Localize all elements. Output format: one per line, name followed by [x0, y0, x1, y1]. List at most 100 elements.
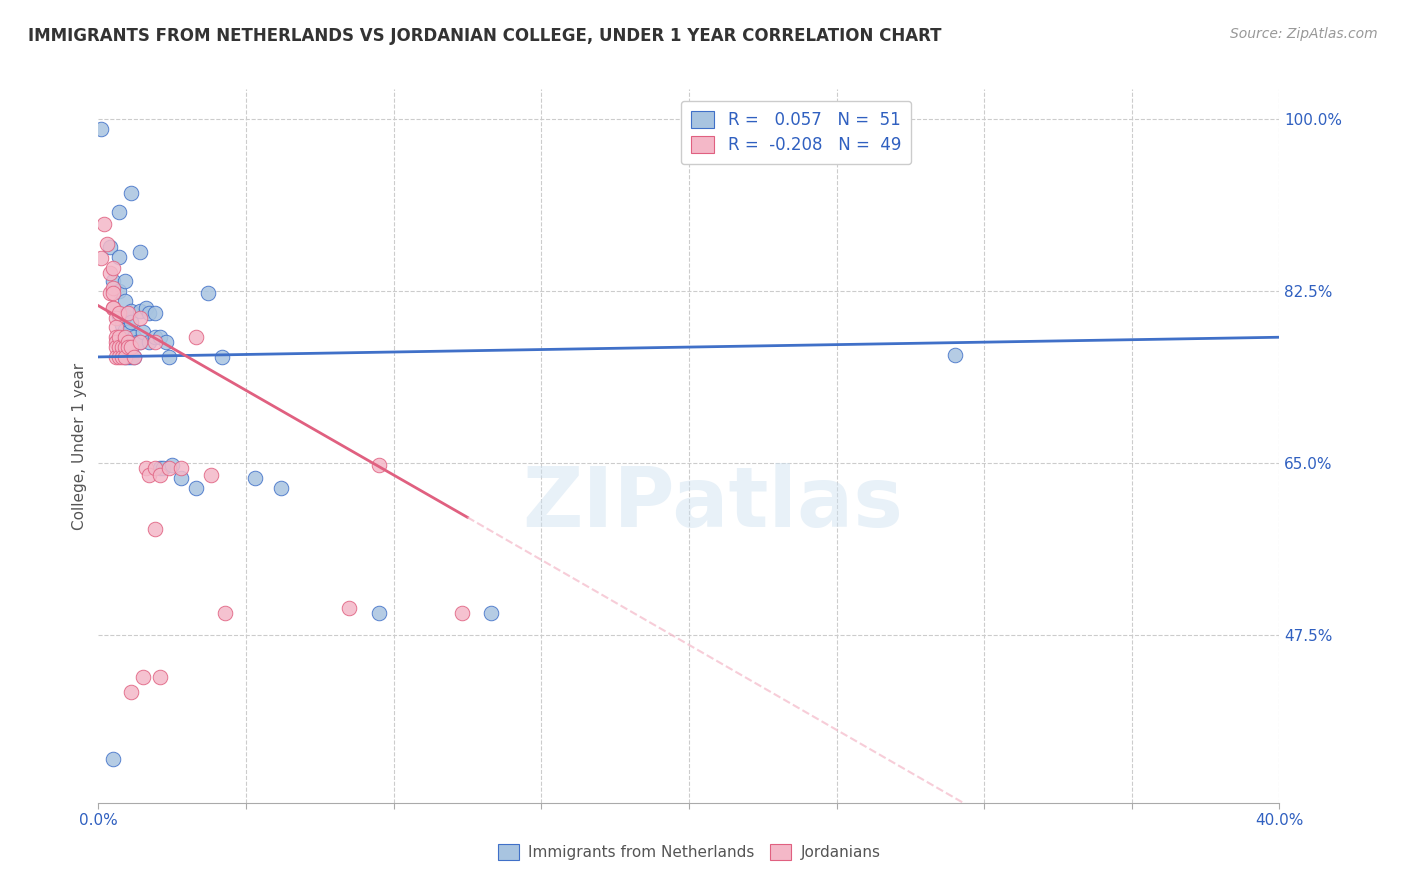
Point [125, 335, 148, 350]
Point [128, 310, 150, 325]
Point [117, 340, 139, 354]
Point [108, 309, 131, 323]
Point [450, 606, 472, 620]
Point [103, 751, 125, 765]
Text: ZIPatlas: ZIPatlas [522, 463, 903, 543]
Point [105, 330, 128, 344]
Point [114, 336, 136, 351]
Point [479, 606, 502, 620]
Point [143, 461, 166, 475]
Point [108, 284, 131, 298]
Point [184, 481, 207, 495]
Point [105, 335, 128, 350]
Point [339, 601, 360, 615]
Point [120, 335, 142, 350]
Point [105, 340, 128, 354]
Point [138, 335, 160, 350]
Point [111, 318, 134, 333]
Point [122, 330, 145, 344]
Point [117, 326, 139, 340]
Point [143, 330, 166, 344]
Point [114, 350, 136, 364]
Point [128, 244, 150, 259]
Point [270, 481, 292, 495]
Point [135, 461, 157, 475]
Point [170, 471, 193, 485]
Point [143, 305, 166, 319]
Point [90, 121, 112, 136]
Point [103, 281, 125, 295]
Point [143, 522, 166, 536]
Point [368, 606, 391, 620]
Point [108, 205, 131, 219]
Point [200, 468, 222, 483]
Point [135, 301, 157, 315]
Point [157, 350, 180, 364]
Point [114, 323, 136, 337]
Point [120, 186, 142, 200]
Point [103, 301, 125, 315]
Point [170, 461, 193, 475]
Point [368, 458, 391, 473]
Point [152, 461, 174, 475]
Point [120, 316, 142, 330]
Point [105, 310, 128, 325]
Point [114, 309, 136, 323]
Point [111, 350, 134, 364]
Point [143, 335, 166, 350]
Point [114, 340, 136, 354]
Point [111, 340, 134, 354]
Point [120, 684, 142, 698]
Point [93, 217, 115, 231]
Point [108, 330, 131, 344]
Point [197, 285, 219, 300]
Point [108, 305, 131, 319]
Y-axis label: College, Under 1 year: College, Under 1 year [72, 362, 87, 530]
Point [108, 250, 131, 264]
Point [157, 461, 180, 475]
Point [128, 335, 150, 350]
Point [105, 350, 128, 364]
Point [149, 330, 172, 344]
Point [943, 348, 966, 362]
Text: IMMIGRANTS FROM NETHERLANDS VS JORDANIAN COLLEGE, UNDER 1 YEAR CORRELATION CHART: IMMIGRANTS FROM NETHERLANDS VS JORDANIAN… [28, 27, 942, 45]
Point [211, 350, 233, 364]
Point [120, 340, 142, 354]
Point [117, 350, 139, 364]
Point [114, 350, 136, 364]
Point [132, 670, 155, 684]
Point [128, 335, 150, 350]
Point [98, 266, 121, 280]
Point [128, 303, 150, 318]
Point [108, 340, 131, 354]
Point [120, 340, 142, 354]
Point [120, 350, 142, 364]
Point [111, 333, 134, 347]
Text: Source: ZipAtlas.com: Source: ZipAtlas.com [1230, 27, 1378, 41]
Point [149, 468, 172, 483]
Point [114, 330, 136, 344]
Point [243, 471, 266, 485]
Point [184, 330, 207, 344]
Point [98, 240, 121, 254]
Point [103, 261, 125, 276]
Point [214, 606, 236, 620]
Point [108, 350, 131, 364]
Point [120, 303, 142, 318]
Point [105, 320, 128, 334]
Point [155, 335, 177, 350]
Point [138, 468, 160, 483]
Point [103, 301, 125, 315]
Point [98, 285, 121, 300]
Legend: Immigrants from Netherlands, Jordanians: Immigrants from Netherlands, Jordanians [492, 838, 886, 866]
Point [149, 461, 172, 475]
Point [117, 305, 139, 319]
Point [132, 326, 155, 340]
Point [103, 285, 125, 300]
Point [162, 458, 183, 473]
Point [117, 335, 139, 350]
Point [103, 274, 125, 288]
Point [114, 293, 136, 308]
Point [122, 350, 145, 364]
Point [122, 350, 145, 364]
